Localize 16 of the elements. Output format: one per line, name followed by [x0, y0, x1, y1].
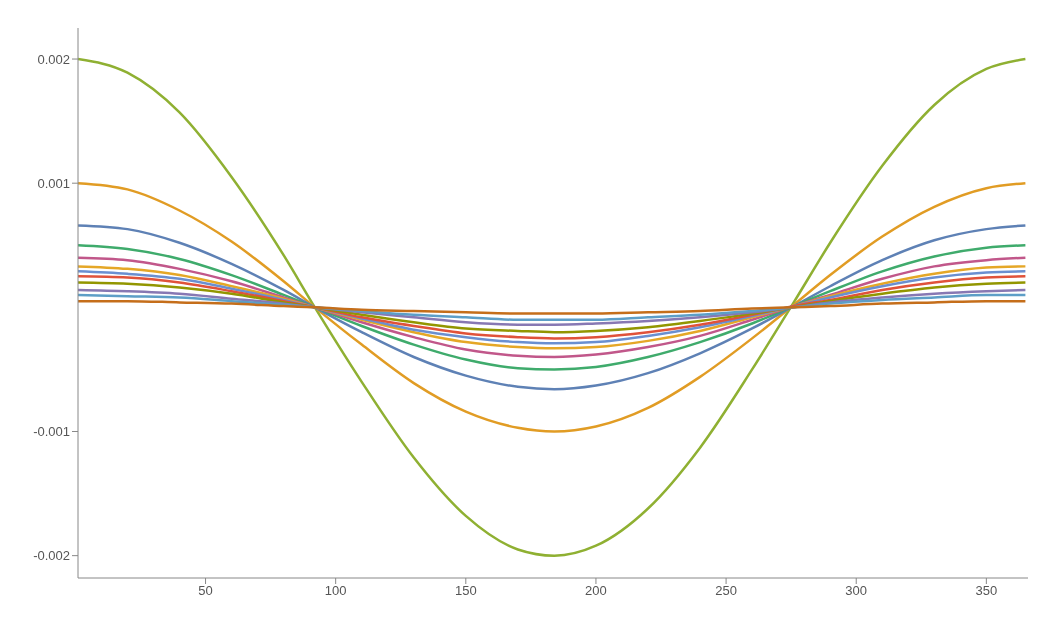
x-tick-label: 250: [715, 583, 737, 599]
y-tick-label: -0.001: [33, 424, 70, 440]
y-tick-label: 0.001: [37, 175, 70, 191]
x-tick-label: 50: [198, 583, 213, 599]
x-tick-label: 100: [324, 583, 347, 599]
line-series: [78, 181, 1027, 433]
line-series: [78, 299, 1027, 315]
x-tick-label: 200: [585, 583, 607, 599]
y-tick-label: -0.002: [33, 548, 70, 564]
x-tick-label: 150: [454, 583, 477, 599]
line-series: [78, 57, 1027, 557]
x-tick-label: 350: [975, 583, 998, 599]
y-tick-label: 0.002: [37, 51, 70, 67]
x-tick-label: 300: [845, 583, 868, 599]
line-series: [78, 244, 1027, 371]
line-series: [78, 224, 1027, 391]
